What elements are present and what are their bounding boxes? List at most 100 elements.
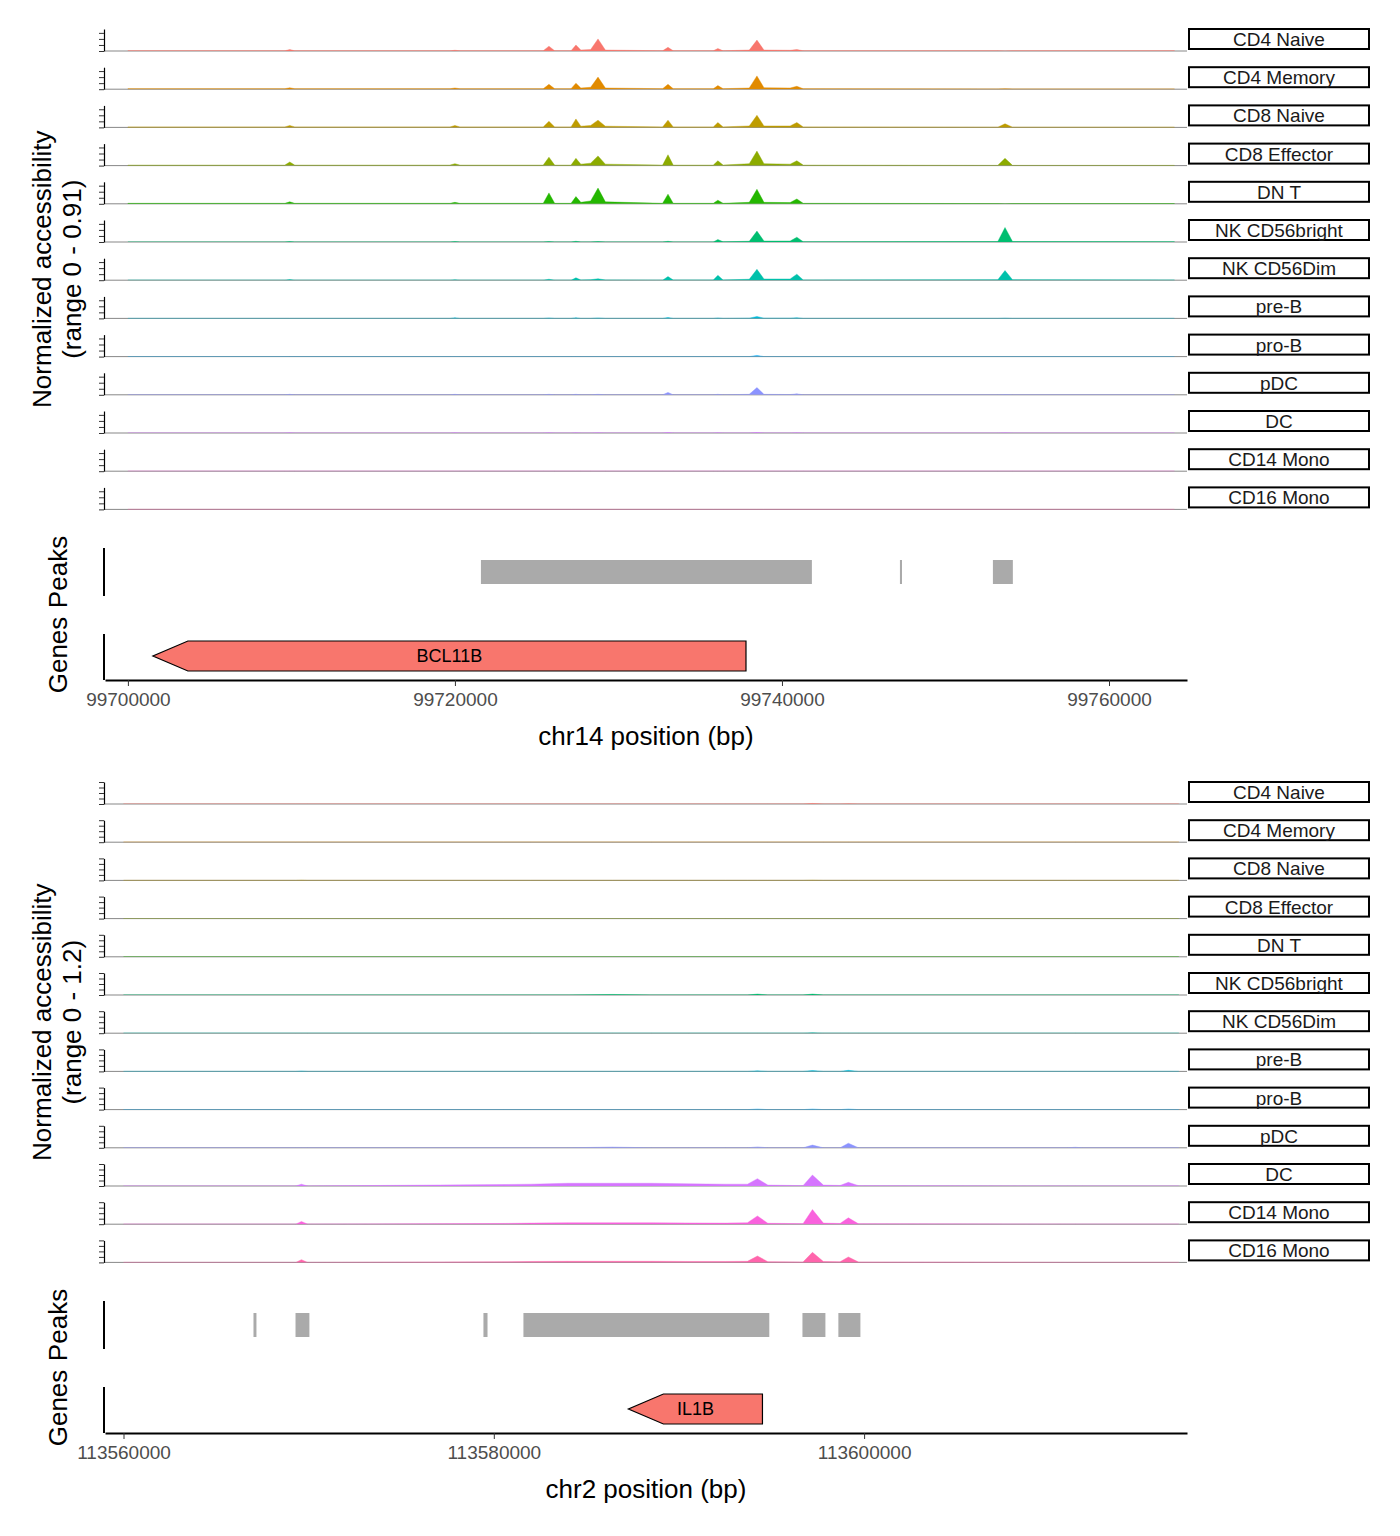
peaks-title: Peaks <box>43 1289 73 1361</box>
y-tick <box>99 957 104 958</box>
strip-box <box>1189 935 1369 955</box>
y-tick-mark <box>99 1071 104 1072</box>
strip-box <box>1189 296 1369 316</box>
y-tick-mark <box>99 351 104 352</box>
track: pDC <box>99 373 1369 396</box>
y-tick-mark <box>99 1170 104 1171</box>
y-tick <box>99 109 104 110</box>
y-axis <box>99 1088 105 1110</box>
track: CD8 Naive <box>99 105 1369 128</box>
plot-area <box>124 1210 1179 1225</box>
panel: CD4 NaiveCD4 MemoryCD8 NaiveCD8 Effector… <box>27 29 1369 751</box>
y-tick <box>99 230 104 231</box>
y-axis <box>99 259 105 281</box>
y-axis <box>99 106 105 128</box>
genes-title: Genes <box>43 617 73 694</box>
coverage-area <box>124 842 1179 843</box>
y-tick-mark <box>99 1142 104 1143</box>
coverage-area <box>128 269 1175 280</box>
strip-label: DC <box>1265 411 1292 432</box>
axis-line <box>106 1433 1188 1435</box>
strip-box <box>1189 1049 1369 1069</box>
y-tick <box>99 1099 104 1100</box>
y-tick-mark <box>99 1104 104 1105</box>
y-tick <box>99 186 104 187</box>
peaks-plot <box>481 560 1013 584</box>
peak <box>296 1313 310 1337</box>
panel: CD4 NaiveCD4 MemoryCD8 NaiveCD8 Effector… <box>27 782 1369 1504</box>
x-tick-mark <box>494 1433 495 1439</box>
y-tick-mark <box>99 77 104 78</box>
y-tick <box>99 837 104 838</box>
coverage-area <box>128 188 1175 204</box>
strip-label: CD16 Mono <box>1228 487 1329 508</box>
y-tick <box>99 166 104 167</box>
strip-label: DN T <box>1257 182 1301 203</box>
plot-area <box>124 1032 1179 1033</box>
y-tick-mark <box>99 300 104 301</box>
y-tick-mark <box>99 1224 104 1225</box>
y-tick-mark <box>99 1088 104 1089</box>
track: CD8 Effector <box>99 897 1369 920</box>
y-tick-mark <box>99 268 104 269</box>
y-tick <box>99 300 104 301</box>
axis-line <box>104 1126 105 1148</box>
x-axis: 99700000997200009974000099760000 <box>86 680 1187 710</box>
y-tick <box>99 1088 104 1089</box>
y-tick <box>99 1011 104 1012</box>
y-tick-mark <box>99 984 104 985</box>
track-baseline <box>105 433 1187 434</box>
y-tick-mark <box>99 192 104 193</box>
x-tick-mark <box>782 680 783 686</box>
y-tick <box>99 1170 104 1171</box>
plot-area <box>124 956 1179 957</box>
y-tick-mark <box>99 71 104 72</box>
y-tick <box>99 377 104 378</box>
strip-label: NK CD56Dim <box>1222 258 1336 279</box>
y-tick <box>99 1202 104 1203</box>
y-tick-mark <box>99 491 104 492</box>
peak <box>483 1313 487 1337</box>
axis-line <box>104 935 105 957</box>
y-axis <box>99 783 105 805</box>
y-tick <box>99 236 104 237</box>
genes-title: Genes <box>43 1370 73 1447</box>
y-tick <box>99 995 104 996</box>
plot-area <box>128 316 1175 318</box>
y-tick-mark <box>99 1126 104 1127</box>
plot-area <box>128 509 1175 510</box>
y-tick <box>99 1033 104 1034</box>
strip-box <box>1189 1202 1369 1222</box>
y-axis <box>99 897 105 919</box>
y-axis <box>99 450 105 472</box>
axis-line <box>104 182 105 204</box>
y-tick-mark <box>99 1055 104 1056</box>
x-tick: 99720000 <box>413 680 498 710</box>
axis-line <box>104 974 105 996</box>
y-tick-mark <box>99 147 104 148</box>
strip-box <box>1189 373 1369 393</box>
y-axis <box>99 297 105 319</box>
y-tick-mark <box>99 842 104 843</box>
axis-line <box>104 30 105 52</box>
strip-box <box>1189 105 1369 125</box>
y-tick <box>99 864 104 865</box>
strip-label: CD4 Naive <box>1233 782 1325 803</box>
track: CD4 Memory <box>99 67 1369 90</box>
axis-line <box>104 821 105 843</box>
y-tick <box>99 491 104 492</box>
y-tick-mark <box>99 154 104 155</box>
y-tick <box>99 804 104 805</box>
y-tick <box>99 71 104 72</box>
track: NK CD56Dim <box>99 258 1369 281</box>
strip-box <box>1189 411 1369 431</box>
track: NK CD56bright <box>99 220 1369 243</box>
x-axis-title: chr2 position (bp) <box>546 1474 747 1504</box>
y-tick-mark <box>99 820 104 821</box>
genes-track: IL1BGenes <box>43 1370 762 1447</box>
x-tick: 99760000 <box>1067 680 1152 710</box>
figure: CD4 Naive CD4 Memory CD8 Naive CD8 Effector… <box>0 0 1400 1536</box>
y-tick-mark <box>99 1148 104 1149</box>
y-tick-mark <box>99 415 104 416</box>
y-tick-mark <box>99 109 104 110</box>
